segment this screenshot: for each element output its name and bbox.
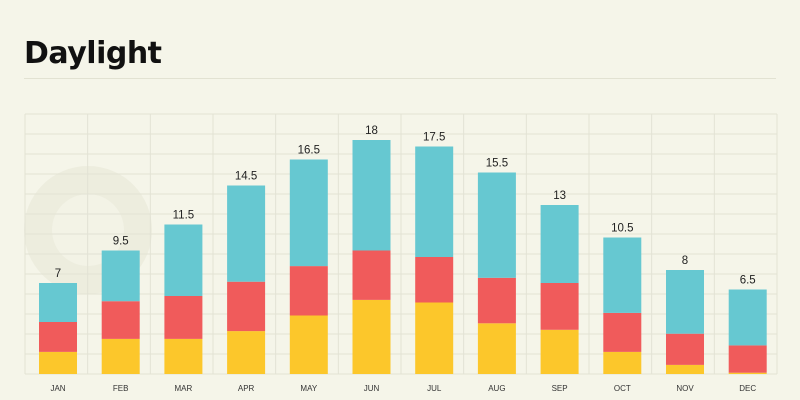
grid: [24, 113, 778, 375]
bar-segment-bottom-jul: [415, 302, 454, 374]
x-tick-mar: MAR: [175, 384, 193, 393]
bar-segment-middle-nov: [666, 333, 704, 365]
x-tick-jun: JUN: [364, 384, 380, 393]
x-tick-may: MAY: [300, 384, 317, 393]
x-tick-apr: APR: [238, 384, 255, 393]
bar-segment-top-nov: [666, 270, 704, 334]
x-tick-dec: DEC: [739, 384, 756, 393]
bar-segment-top-oct: [603, 237, 642, 313]
x-tick-nov: NOV: [676, 384, 694, 393]
x-tick-feb: FEB: [113, 384, 129, 393]
bar-segment-bottom-dec: [728, 372, 767, 374]
x-tick-oct: OCT: [614, 384, 631, 393]
bar-segment-top-jun: [352, 140, 391, 251]
bar-segment-bottom-oct: [603, 351, 642, 374]
bar-segment-middle-sep: [540, 283, 579, 330]
bar-segment-middle-feb: [101, 301, 140, 339]
bar-segment-top-mar: [164, 224, 203, 296]
value-label-mar: 11.5: [173, 210, 195, 222]
bars: [39, 140, 767, 374]
value-label-feb: 9.5: [113, 236, 129, 248]
bar-segment-top-sep: [540, 205, 579, 283]
bar-segment-middle-jul: [415, 257, 454, 303]
bar-segment-bottom-aug: [477, 323, 516, 374]
value-label-jan: 7: [55, 268, 61, 280]
bar-segment-top-dec: [728, 289, 767, 346]
value-label-jun: 18: [365, 125, 378, 137]
bar-segment-bottom-feb: [101, 338, 140, 374]
value-label-oct: 10.5: [611, 223, 633, 235]
value-label-jul: 17.5: [423, 132, 445, 144]
value-label-dec: 6.5: [740, 275, 756, 287]
title-divider: [24, 78, 776, 79]
chart-title: Daylight: [24, 36, 162, 71]
bar-segment-bottom-jun: [352, 299, 391, 374]
bar-segment-middle-jan: [39, 322, 77, 352]
bar-segment-top-jul: [415, 146, 454, 257]
x-tick-jan: JAN: [50, 384, 65, 393]
bar-segment-middle-aug: [477, 277, 516, 324]
value-labels: 7 9.5 11.5 14.5 16.5 18 17.5 15.5 13 10.5 8 6.5: [55, 125, 756, 287]
bar-segment-bottom-apr: [227, 331, 266, 374]
x-tick-jul: JUL: [427, 384, 442, 393]
bar-segment-middle-mar: [164, 296, 203, 339]
bar-segment-top-apr: [227, 185, 266, 282]
value-label-may: 16.5: [298, 145, 320, 157]
bar-segment-bottom-sep: [540, 329, 579, 374]
bar-segment-middle-may: [289, 266, 328, 316]
bar-segment-bottom-mar: [164, 338, 203, 374]
value-label-apr: 14.5: [235, 171, 257, 183]
bar-segment-middle-oct: [603, 312, 642, 352]
bar-segment-top-may: [289, 159, 328, 267]
x-tick-aug: AUG: [488, 384, 505, 393]
x-tick-labels: JAN FEB MAR APR MAY JUN JUL AUG SEP OCT NOV DEC: [50, 384, 756, 393]
value-label-sep: 13: [553, 190, 566, 202]
value-label-nov: 8: [682, 255, 688, 267]
bar-segment-middle-jun: [352, 250, 391, 300]
bar-segment-top-feb: [101, 250, 140, 302]
bar-segment-bottom-may: [289, 315, 328, 374]
value-label-aug: 15.5: [486, 158, 508, 170]
bar-segment-middle-apr: [227, 281, 266, 332]
bar-segment-middle-dec: [728, 345, 767, 373]
bar-segment-top-aug: [477, 172, 516, 278]
bar-segment-bottom-nov: [666, 364, 704, 374]
bar-segment-top-jan: [39, 283, 77, 322]
x-tick-sep: SEP: [552, 384, 568, 393]
bar-segment-bottom-jan: [39, 351, 77, 374]
